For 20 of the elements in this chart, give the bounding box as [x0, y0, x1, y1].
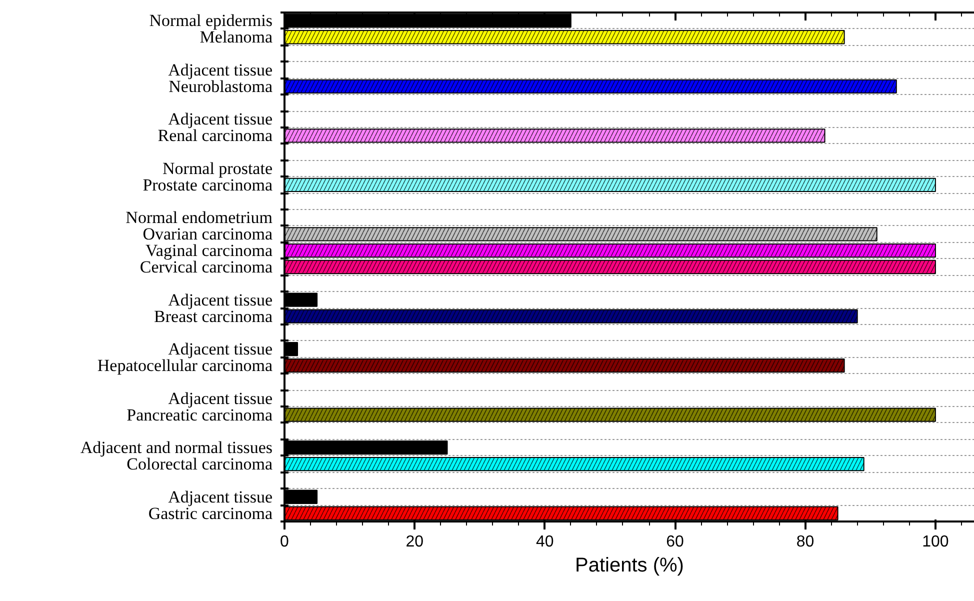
y-tick-label: Normal endometrium: [126, 208, 273, 228]
x-tick-label: 80: [796, 534, 814, 550]
y-tick-label: Adjacent tissue: [168, 487, 273, 506]
x-axis-title: Patients (%): [575, 554, 684, 576]
x-tick-label: 100: [922, 534, 949, 550]
y-tick-label: Adjacent and normal tissues: [80, 438, 273, 458]
y-tick-label: Ovarian carcinoma: [142, 224, 273, 244]
x-tick-label: 0: [280, 534, 290, 550]
x-tick-label: 60: [666, 534, 684, 550]
y-tick-label: Vaginal carcinoma: [146, 241, 273, 260]
y-tick-label: Colorectal carcinoma: [126, 454, 273, 474]
x-tick-label: 20: [406, 534, 424, 550]
y-tick-label: Adjacent tissue: [168, 290, 273, 310]
y-tick-label: Adjacent tissue: [168, 340, 273, 359]
y-tick-label: Adjacent tissue: [168, 60, 273, 80]
y-tick-label: Adjacent tissue: [168, 388, 273, 408]
y-tick-label: Normal epidermis: [149, 11, 272, 30]
x-tick-label: 40: [536, 534, 554, 550]
y-tick-label: Adjacent tissue: [168, 110, 273, 129]
y-tick-label: Normal prostate: [162, 158, 273, 178]
